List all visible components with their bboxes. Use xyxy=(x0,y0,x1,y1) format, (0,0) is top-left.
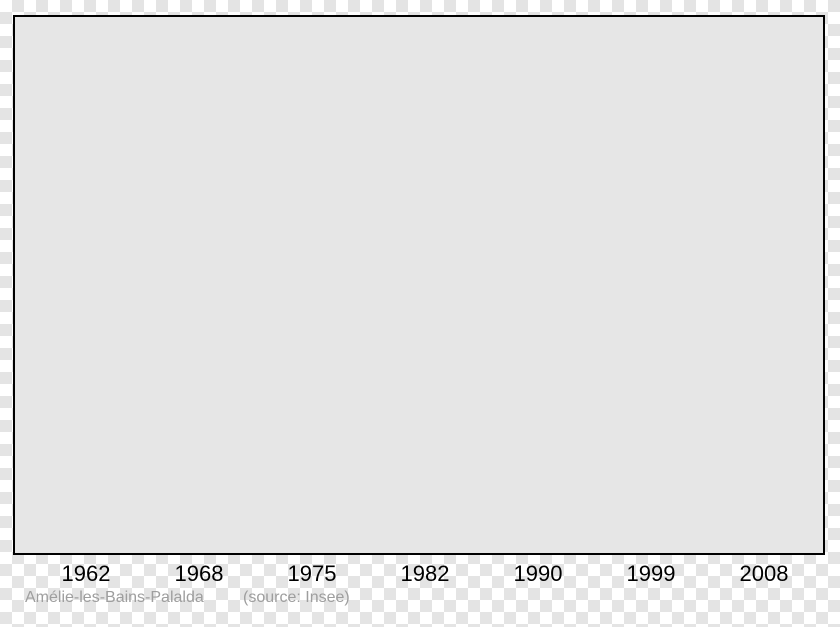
x-label-1982: 1982 xyxy=(385,561,465,587)
chart-plot-area xyxy=(13,15,825,555)
x-label-1968: 1968 xyxy=(159,561,239,587)
x-label-2008: 2008 xyxy=(724,561,804,587)
caption-source: (source: Insee) xyxy=(243,589,350,607)
caption-place: Amélie-les-Bains-Palalda xyxy=(25,589,204,607)
x-label-1975: 1975 xyxy=(272,561,352,587)
x-label-1962: 1962 xyxy=(46,561,126,587)
x-label-1999: 1999 xyxy=(611,561,691,587)
x-label-1990: 1990 xyxy=(498,561,578,587)
